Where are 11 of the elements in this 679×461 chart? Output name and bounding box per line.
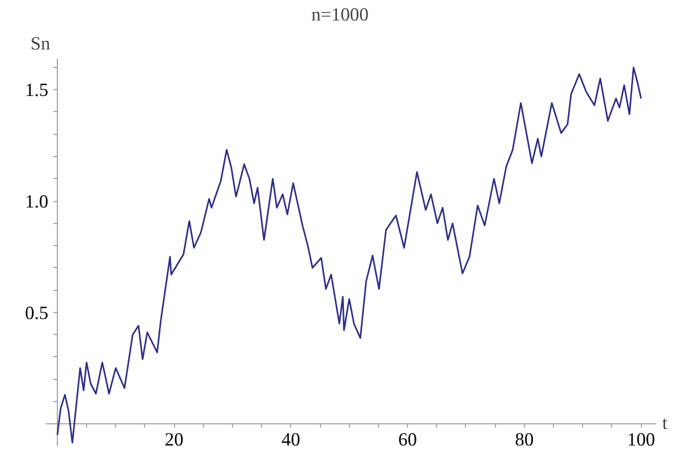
chart-title: n=1000 — [311, 4, 369, 26]
x-tick-label: 80 — [515, 430, 534, 451]
y-tick-label: 1.5 — [25, 80, 48, 102]
x-tick-label: 60 — [398, 430, 417, 451]
x-tick-label: 100 — [627, 430, 656, 451]
y-tick-label: 1.0 — [25, 192, 48, 213]
y-tick-label: 0.5 — [25, 302, 48, 324]
x-tick-label: 20 — [164, 430, 184, 451]
y-axis-title: Sn — [30, 34, 51, 54]
x-axis-title: t — [662, 413, 668, 434]
x-tick-label: 40 — [282, 430, 300, 451]
